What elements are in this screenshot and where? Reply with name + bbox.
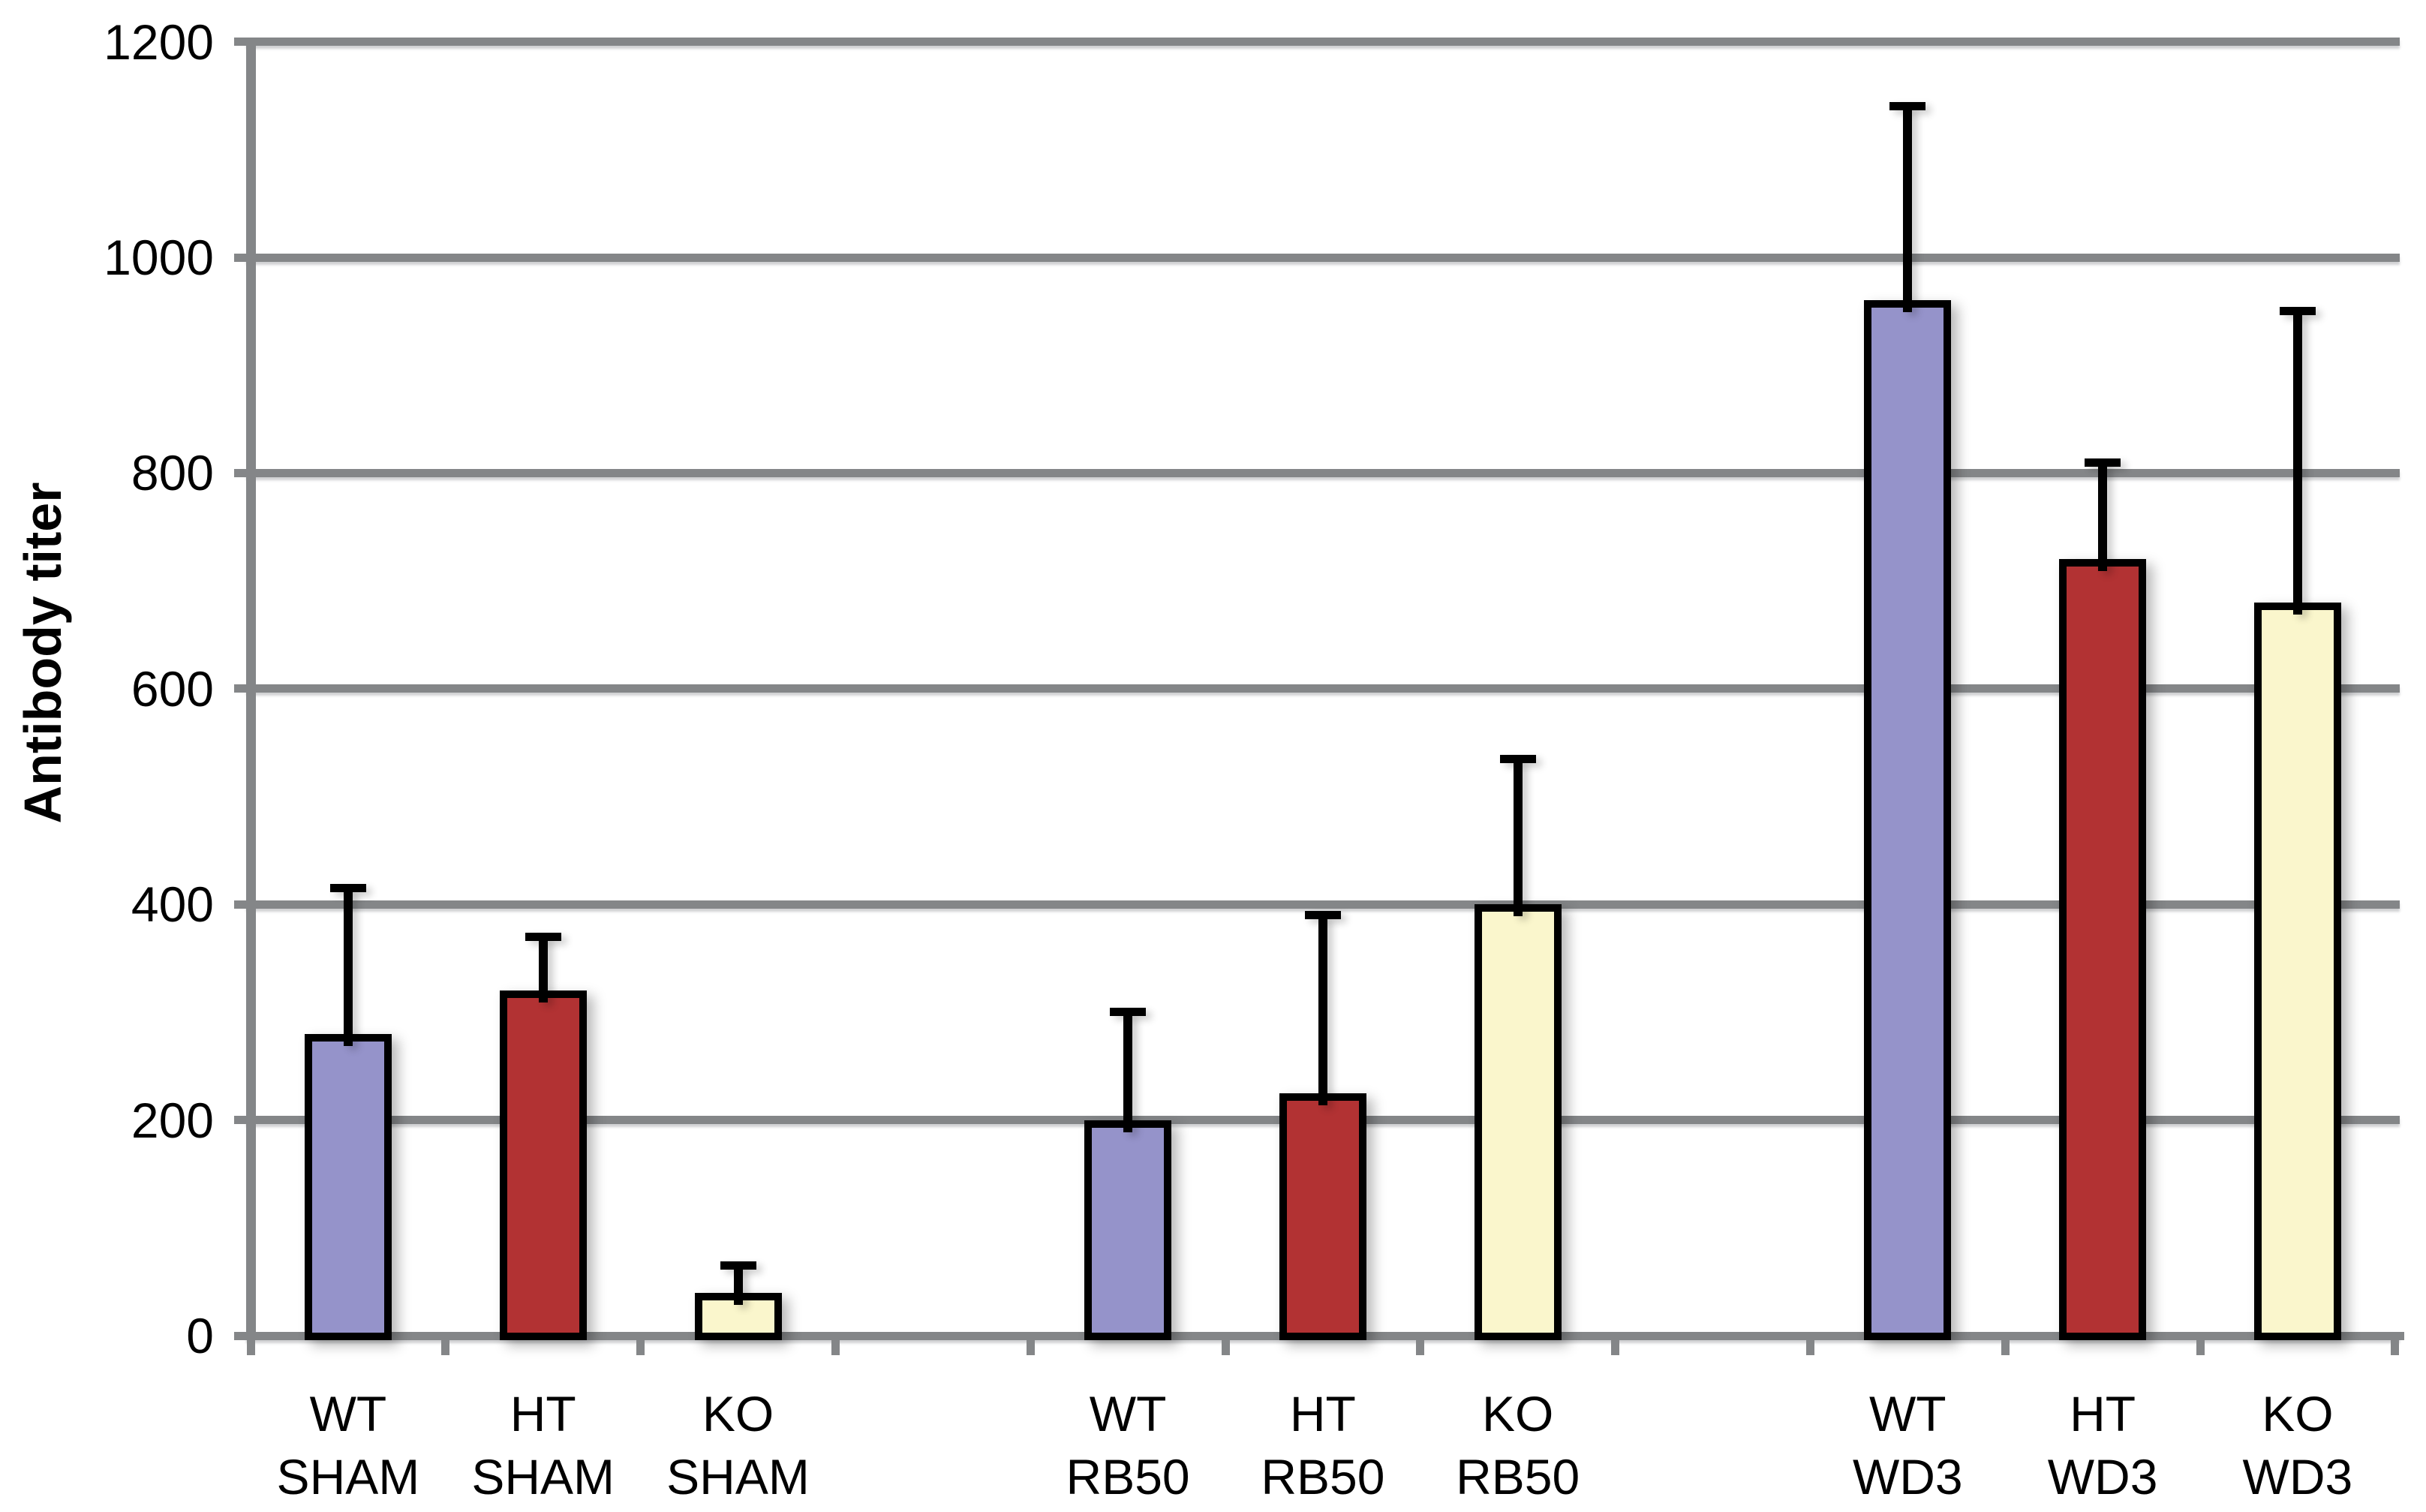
bar-ko-wd3 bbox=[2253, 602, 2341, 1340]
y-tick-label: 1200 bbox=[104, 14, 214, 70]
error-cap-wt-rb50 bbox=[1110, 1008, 1147, 1017]
x-axis-tick bbox=[1026, 1340, 1035, 1355]
x-axis-tick bbox=[246, 1340, 255, 1355]
gridline-1200 bbox=[246, 38, 2400, 47]
bar-wt-sham bbox=[304, 1033, 392, 1340]
error-cap-ht-rb50 bbox=[1304, 911, 1341, 920]
y-axis-tick bbox=[234, 900, 251, 909]
error-bar-ko-rb50 bbox=[1513, 759, 1523, 917]
x-axis-tick bbox=[1611, 1340, 1620, 1355]
bar-ht-wd3 bbox=[2059, 559, 2147, 1340]
gridline-800 bbox=[246, 468, 2400, 477]
y-tick-label: 1000 bbox=[104, 230, 214, 285]
y-axis-tick bbox=[234, 684, 251, 693]
x-label-wt-sham: WT SHAM bbox=[276, 1386, 420, 1504]
bar-ko-rb50 bbox=[1474, 904, 1562, 1340]
error-cap-ko-wd3 bbox=[2279, 307, 2316, 316]
error-bar-wt-rb50 bbox=[1123, 1012, 1133, 1132]
error-cap-ht-wd3 bbox=[2085, 458, 2121, 467]
x-axis-tick bbox=[1805, 1340, 1814, 1355]
bar-wt-wd3 bbox=[1864, 300, 1952, 1340]
y-axis-tick bbox=[234, 253, 251, 262]
y-tick-label: 0 bbox=[186, 1308, 214, 1363]
gridline-400 bbox=[246, 900, 2400, 909]
gridline-1000 bbox=[246, 253, 2400, 262]
x-label-ko-sham: KO SHAM bbox=[666, 1386, 810, 1504]
x-label-ht-wd3: HT WD3 bbox=[2047, 1386, 2158, 1504]
x-axis-tick bbox=[1221, 1340, 1230, 1355]
y-tick-label: 600 bbox=[131, 660, 214, 717]
y-tick-label: 400 bbox=[131, 876, 214, 933]
x-axis-tick bbox=[1416, 1340, 1425, 1355]
y-axis-line bbox=[245, 38, 256, 1340]
error-bar-ko-wd3 bbox=[2292, 311, 2302, 615]
y-tick-label: 800 bbox=[131, 445, 214, 501]
y-axis-tick bbox=[234, 38, 251, 47]
error-cap-ko-rb50 bbox=[1499, 754, 1536, 763]
x-label-ht-sham: HT SHAM bbox=[471, 1386, 615, 1504]
error-bar-ht-sham bbox=[538, 936, 548, 1003]
error-cap-ht-sham bbox=[525, 932, 561, 941]
x-label-ht-rb50: HT RB50 bbox=[1261, 1386, 1385, 1504]
y-axis-tick bbox=[234, 1331, 251, 1340]
bar-wt-rb50 bbox=[1084, 1120, 1172, 1340]
error-bar-ht-wd3 bbox=[2098, 462, 2108, 572]
error-bar-wt-sham bbox=[343, 888, 353, 1046]
error-bar-ko-sham bbox=[733, 1265, 743, 1305]
x-axis-tick bbox=[2391, 1340, 2400, 1355]
bar-ht-rb50 bbox=[1279, 1093, 1366, 1340]
x-axis-tick bbox=[441, 1340, 450, 1355]
x-axis-tick bbox=[636, 1340, 645, 1355]
y-tick-label: 200 bbox=[131, 1092, 214, 1148]
error-cap-wt-sham bbox=[329, 884, 366, 893]
x-axis-tick bbox=[831, 1340, 840, 1355]
x-axis-tick bbox=[2196, 1340, 2205, 1355]
x-axis-tick bbox=[2001, 1340, 2010, 1355]
bar-ht-sham bbox=[499, 990, 587, 1340]
y-axis-tick bbox=[234, 1116, 251, 1125]
x-label-wt-rb50: WT RB50 bbox=[1066, 1386, 1190, 1504]
x-label-wt-wd3: WT WD3 bbox=[1852, 1386, 1963, 1504]
error-bar-wt-wd3 bbox=[1903, 106, 1913, 313]
y-axis-tick bbox=[234, 468, 251, 477]
error-bar-ht-rb50 bbox=[1318, 915, 1327, 1105]
error-cap-ko-sham bbox=[720, 1261, 756, 1270]
error-cap-wt-wd3 bbox=[1889, 102, 1926, 111]
gridline-600 bbox=[246, 684, 2400, 693]
x-label-ko-wd3: KO WD3 bbox=[2242, 1386, 2353, 1504]
x-label-ko-rb50: KO RB50 bbox=[1456, 1386, 1580, 1504]
